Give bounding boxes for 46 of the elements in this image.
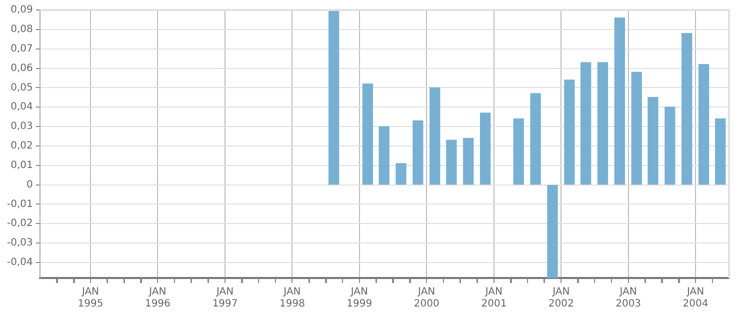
x-tick-label: JAN 2001 <box>481 286 507 310</box>
bar <box>614 17 625 185</box>
x-tick-label: JAN 1999 <box>346 286 372 310</box>
bar <box>362 83 374 185</box>
y-tick-label: 0,05 <box>10 82 33 94</box>
bar <box>396 163 406 185</box>
bar <box>547 184 558 278</box>
bar <box>530 93 541 185</box>
y-tick-label: 0,07 <box>10 43 33 54</box>
bar <box>648 97 658 185</box>
x-tick-label: JAN 2002 <box>548 286 574 310</box>
bar <box>328 10 340 185</box>
bar <box>715 118 726 185</box>
bar <box>597 62 608 185</box>
y-tick-label: 0,01 <box>10 160 33 171</box>
x-tick-label: JAN 2004 <box>682 286 708 310</box>
y-tick-label: -0,02 <box>7 218 33 230</box>
x-tick-label: JAN 1996 <box>144 286 170 310</box>
bar <box>378 126 390 185</box>
x-tick-label: JAN 2003 <box>616 286 642 310</box>
bar <box>564 80 575 185</box>
bar <box>412 120 424 185</box>
bar <box>463 138 474 185</box>
bar <box>682 32 692 185</box>
bar <box>513 118 524 185</box>
x-tick-label: JAN 2000 <box>414 286 440 310</box>
bar <box>664 106 676 185</box>
y-tick-label: 0,09 <box>10 4 33 16</box>
bar <box>430 87 440 185</box>
bar <box>580 62 592 185</box>
y-tick-label: 0,08 <box>10 24 33 36</box>
x-tick-label: JAN 1998 <box>279 286 305 310</box>
bar <box>480 112 491 185</box>
bar <box>446 140 457 185</box>
x-tick-label: JAN 1995 <box>78 286 104 310</box>
y-tick-label: -0,01 <box>7 198 33 210</box>
bar <box>631 72 642 185</box>
y-tick-label: 0 <box>26 179 33 190</box>
y-tick-label: 0,06 <box>10 62 33 74</box>
x-tick-label: JAN 1997 <box>212 286 238 310</box>
bar <box>698 64 710 185</box>
y-tick-label: 0,02 <box>10 140 33 152</box>
y-tick-label: 0,04 <box>10 102 33 113</box>
y-tick-label: 0,03 <box>10 121 33 132</box>
y-tick-label: -0,03 <box>7 238 33 249</box>
y-tick-label: -0,04 <box>7 257 33 268</box>
